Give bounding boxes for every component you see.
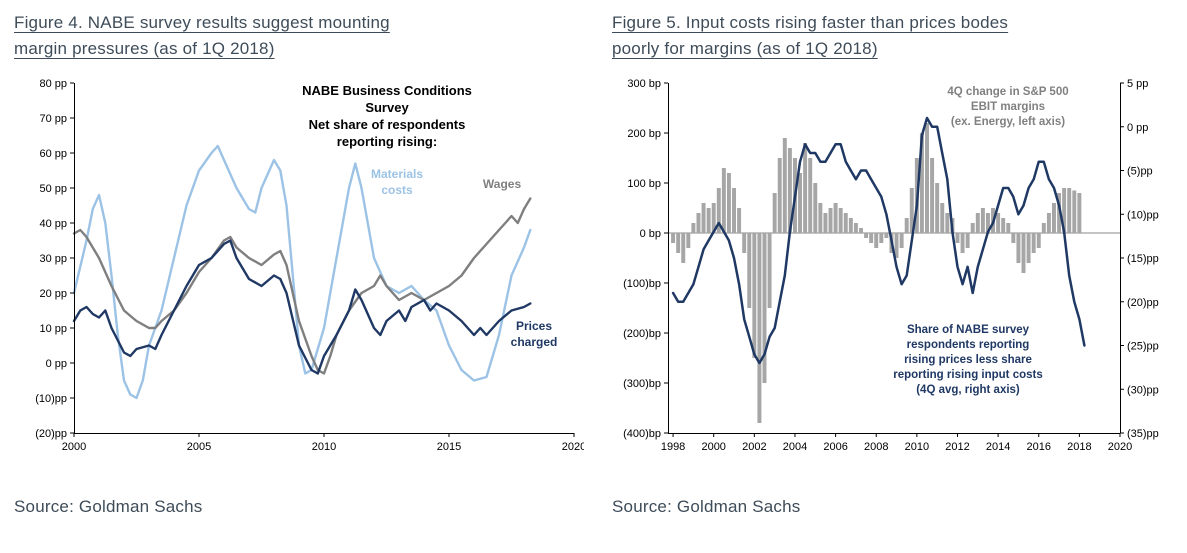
svg-text:2006: 2006 [823,441,847,453]
svg-text:(20)pp: (20)pp [35,428,67,440]
figure4-title: Figure 4. NABE survey results suggest mo… [14,13,390,58]
figure5-chart: 300 bp 200 bp 100 bp 0 bp (100)bp (200)bp (300… [610,71,1182,463]
figure5-panel: Figure 5. Input costs rising faster than… [610,6,1184,517]
svg-text:(35)pp: (35)pp [1127,428,1159,440]
bars-ebit-margin-change [671,123,1082,423]
svg-text:70 pp: 70 pp [39,113,67,125]
svg-text:(20)pp: (20)pp [1127,297,1159,309]
figure5-plot-svg: 300 bp 200 bp 100 bp 0 bp (100)bp (200)bp (300… [623,78,1159,453]
line-wages [72,197,532,375]
svg-text:30 pp: 30 pp [39,253,67,265]
svg-text:2015: 2015 [437,441,461,453]
svg-text:2016: 2016 [1026,441,1050,453]
svg-text:2018: 2018 [1067,441,1091,453]
svg-text:200 bp: 200 bp [627,128,661,140]
line-prices-charged [72,239,532,375]
y-axis-left: 300 bp 200 bp 100 bp 0 bp (100)bp (200)bp (300… [623,78,668,440]
svg-text:2014: 2014 [986,441,1010,453]
svg-text:0 bp: 0 bp [640,228,661,240]
svg-text:(200)bp: (200)bp [623,328,661,340]
svg-text:(300)bp: (300)bp [623,378,661,390]
svg-text:80 pp: 80 pp [39,78,67,90]
svg-text:(15)pp: (15)pp [1127,253,1159,265]
svg-text:50 pp: 50 pp [39,183,67,195]
svg-text:0 pp: 0 pp [46,358,67,370]
figure4-source: Source: Goldman Sachs [14,497,203,516]
svg-text:2012: 2012 [945,441,969,453]
svg-text:60 pp: 60 pp [39,148,67,160]
svg-text:(100)bp: (100)bp [623,278,661,290]
svg-text:20 pp: 20 pp [39,288,67,300]
svg-text:40 pp: 40 pp [39,218,67,230]
svg-text:2000: 2000 [701,441,725,453]
svg-text:(25)pp: (25)pp [1127,341,1159,353]
svg-text:5 pp: 5 pp [1127,78,1148,90]
figure5-title: Figure 5. Input costs rising faster than… [612,13,1009,58]
svg-text:2008: 2008 [864,441,888,453]
svg-text:2020: 2020 [562,441,584,453]
figure4-panel: Figure 4. NABE survey results suggest mo… [12,6,586,517]
x-axis: 1998 2000 2002 2004 2006 2008 2010 2012 2014 2016… [661,433,1132,453]
svg-text:2010: 2010 [905,441,929,453]
line-materials-costs [72,144,532,400]
figure5-source: Source: Goldman Sachs [612,497,801,516]
svg-text:2000: 2000 [62,441,86,453]
svg-text:2002: 2002 [742,441,766,453]
y-axis-right: 5 pp 0 pp (5)pp (10)pp (15)pp (20)pp (25)pp (30… [1120,78,1159,440]
svg-text:(10)pp: (10)pp [1127,209,1159,221]
svg-text:300 bp: 300 bp [627,78,661,90]
svg-text:(30)pp: (30)pp [1127,384,1159,396]
line-nabe-prices-less-input-costs [671,116,1086,365]
svg-text:(400)bp: (400)bp [623,428,661,440]
svg-text:0 pp: 0 pp [1127,122,1148,134]
svg-text:100 bp: 100 bp [627,178,661,190]
svg-text:1998: 1998 [661,441,685,453]
svg-text:2005: 2005 [187,441,211,453]
x-axis: 2000 2005 2010 2015 2020 [62,433,584,453]
svg-text:(5)pp: (5)pp [1127,166,1153,178]
svg-text:(10)pp: (10)pp [35,393,67,405]
svg-text:2004: 2004 [783,441,807,453]
svg-text:10 pp: 10 pp [39,323,67,335]
axes [74,83,575,434]
svg-text:2020: 2020 [1108,441,1132,453]
figures-row: Figure 4. NABE survey results suggest mo… [12,6,1184,517]
y-axis-left: 80 pp 70 pp 60 pp 50 pp 40 pp 30 pp 20 pp 10 pp… [35,78,74,440]
svg-text:2010: 2010 [312,441,336,453]
figure4-plot-svg: 80 pp 70 pp 60 pp 50 pp 40 pp 30 pp 20 pp 10 pp… [35,78,584,453]
figure4-chart: 80 pp 70 pp 60 pp 50 pp 40 pp 30 pp 20 pp 10 pp… [12,71,584,463]
